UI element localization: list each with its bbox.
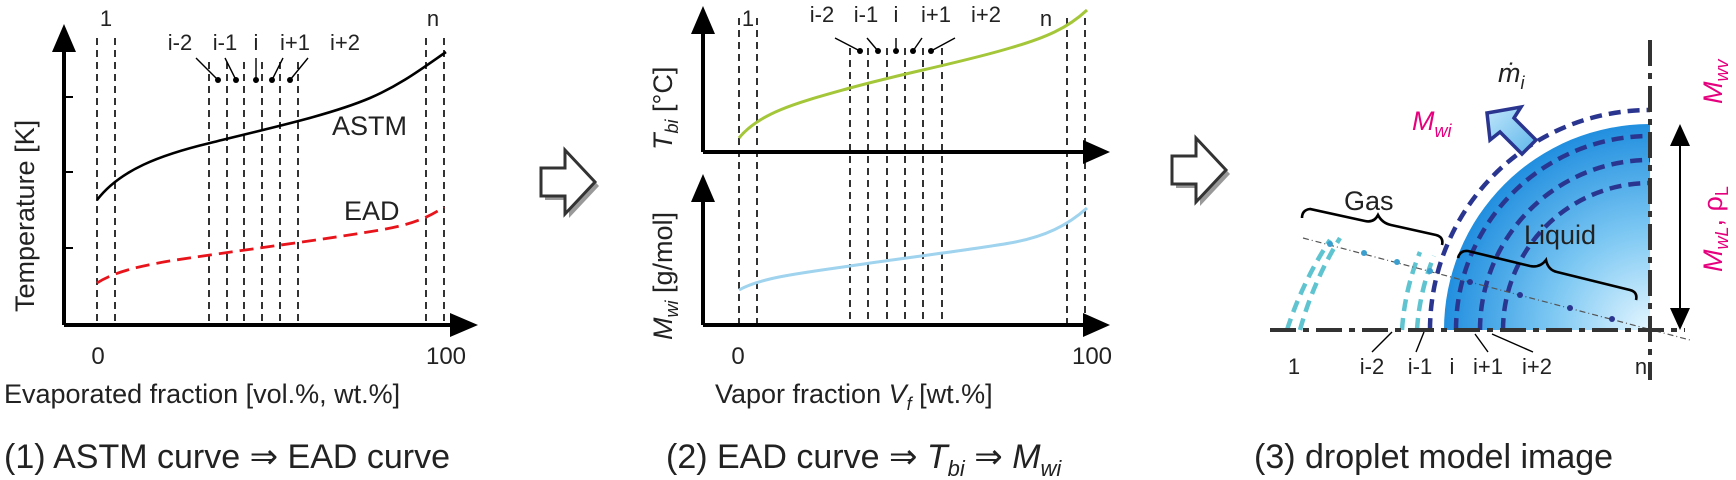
panel1-y-axis-arrowhead <box>52 24 76 52</box>
liquid-brace <box>1456 249 1638 301</box>
gas-shells <box>1284 236 1437 331</box>
radius-double-arrow <box>1670 124 1690 330</box>
panel1-y-ticks <box>64 96 73 249</box>
panel1-index-dots <box>215 77 293 83</box>
panel1-index-markers <box>195 57 309 81</box>
hollow-right-arrow-icon <box>539 146 599 218</box>
panel3-caption: (3) droplet model image <box>1254 438 1613 476</box>
radial-guide-line <box>1302 237 1691 341</box>
panel3-index-i-minus-1: i-1 <box>1408 354 1432 379</box>
panel3-index-i-plus-2: i+2 <box>1522 354 1552 379</box>
panel1-index-i-plus-1: i+1 <box>280 30 310 55</box>
panel-astm-to-ead: 1 n i-2 i-1 i i+1 i+2 ASTM EAD 0 100 Tem… <box>4 6 478 476</box>
mwi-curve <box>738 206 1088 292</box>
panel2-x-tick-0: 0 <box>731 343 744 370</box>
panel1-index-lines <box>96 38 445 325</box>
panel1-index-n: n <box>427 6 439 31</box>
panel1-index-i-plus-2: i+2 <box>330 30 360 55</box>
panel-ead-to-tbi-to-mwi: 1 n i-2 i-1 i i+1 i+2 Tbi [°C] Mwi [g/mo… <box>648 2 1112 480</box>
hollow-right-arrow-icon <box>1170 134 1230 206</box>
ead-curve <box>96 205 445 285</box>
mass-flow-label: ṁi <box>1498 58 1526 93</box>
panel2-index-i-plus-1: i+1 <box>921 2 951 27</box>
panel2-top-y-label: Tbi [°C] <box>648 67 682 150</box>
panel2-bottom-x-axis-arrowhead <box>1083 313 1110 337</box>
panel3-index-1: 1 <box>1288 354 1300 379</box>
panel1-x-label: Evaporated fraction [vol.%, wt.%] <box>4 379 400 409</box>
panel1-index-i: i <box>254 30 259 55</box>
panel2-index-markers <box>834 37 956 52</box>
panel2-top-y-axis-arrowhead <box>691 6 715 34</box>
radial-dots <box>1327 241 1433 274</box>
tbi-curve <box>737 8 1089 139</box>
liquid-label: Liquid <box>1524 220 1596 250</box>
panel1-index-i-minus-1: i-1 <box>213 30 237 55</box>
panel2-x-tick-100: 100 <box>1072 343 1112 370</box>
astm-curve-label: ASTM <box>332 111 407 141</box>
gas-label: Gas <box>1344 186 1394 216</box>
panel3-index-i-plus-1: i+1 <box>1473 354 1503 379</box>
radial-dots-liquid <box>1467 279 1615 322</box>
mwv-label: Mwv <box>1698 59 1732 104</box>
panel1-x-tick-100: 100 <box>426 343 466 370</box>
panel1-x-axis-arrowhead <box>450 313 478 337</box>
panel1-index-1: 1 <box>100 6 112 31</box>
panel1-index-i-minus-2: i-2 <box>168 30 192 55</box>
gas-brace <box>1300 207 1444 246</box>
panel2-bottom-y-label: Mwi [g/mol] <box>648 212 682 340</box>
panel-droplet-model: Gas Liquid ṁi Mwi Mwv MwL, ρL 1 i-2 i-1 … <box>1254 40 1732 476</box>
mwl-rho-label: MwL, ρL <box>1698 186 1732 272</box>
panel2-index-n: n <box>1040 6 1052 31</box>
panel2-index-lines <box>738 18 1086 325</box>
panel2-x-label: Vapor fraction Vf [wt.%] <box>715 379 993 414</box>
panel3-index-i: i <box>1450 354 1455 379</box>
panel2-index-i-plus-2: i+2 <box>971 2 1001 27</box>
mwi-label: Mwi <box>1412 106 1452 141</box>
liquid-shells <box>1427 107 1651 331</box>
panel1-caption: (1) ASTM curve ⇒ EAD curve <box>4 438 450 476</box>
evaporation-arrow-icon <box>1485 104 1539 157</box>
panel3-index-i-minus-2: i-2 <box>1360 354 1384 379</box>
panel2-index-i: i <box>894 2 899 27</box>
panel2-bottom-y-axis-arrowhead <box>691 174 715 202</box>
astm-curve <box>95 50 447 201</box>
panel2-top-x-axis-arrowhead <box>1083 140 1110 164</box>
panel2-index-dots <box>857 48 934 54</box>
ead-curve-label: EAD <box>344 196 400 226</box>
panel2-index-i-minus-1: i-1 <box>854 2 878 27</box>
panel3-index-n: n <box>1635 354 1647 379</box>
panel1-x-tick-0: 0 <box>91 343 104 370</box>
panel1-y-label: Temperature [K] <box>10 120 40 312</box>
panel2-index-1: 1 <box>742 6 754 31</box>
panel2-caption: (2) EAD curve ⇒ Tbi ⇒ Mwi <box>666 438 1062 480</box>
panel2-index-i-minus-2: i-2 <box>810 2 834 27</box>
panel3-index-leaders <box>1371 331 1534 353</box>
